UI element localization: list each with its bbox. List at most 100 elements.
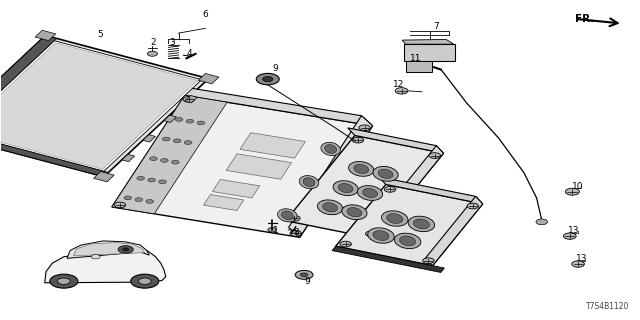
Circle shape (146, 199, 154, 203)
Circle shape (135, 198, 143, 202)
Circle shape (365, 231, 377, 237)
Polygon shape (0, 36, 209, 177)
Text: 13: 13 (575, 254, 587, 263)
Polygon shape (173, 85, 372, 126)
Text: T7S4B1120: T7S4B1120 (586, 302, 629, 311)
Text: 1: 1 (273, 226, 278, 235)
Circle shape (563, 233, 576, 239)
Circle shape (572, 261, 584, 267)
Ellipse shape (373, 166, 398, 181)
Ellipse shape (381, 211, 408, 226)
Circle shape (429, 153, 440, 158)
Polygon shape (164, 115, 177, 123)
Polygon shape (332, 246, 444, 272)
Circle shape (352, 137, 364, 143)
Circle shape (295, 270, 313, 279)
Circle shape (172, 160, 179, 164)
Polygon shape (426, 196, 483, 266)
Polygon shape (336, 184, 483, 266)
Circle shape (289, 215, 300, 221)
Ellipse shape (413, 219, 429, 229)
Ellipse shape (338, 183, 353, 193)
Polygon shape (204, 195, 244, 211)
Text: 3: 3 (170, 38, 175, 47)
Text: 13: 13 (568, 226, 579, 235)
Polygon shape (240, 133, 305, 158)
Ellipse shape (354, 164, 369, 173)
Ellipse shape (363, 188, 378, 198)
Circle shape (384, 187, 396, 192)
Ellipse shape (323, 203, 337, 212)
Polygon shape (0, 41, 202, 171)
Circle shape (163, 137, 170, 141)
Text: 9: 9 (305, 277, 310, 286)
Text: FR.: FR. (575, 14, 595, 24)
Polygon shape (212, 180, 260, 198)
Ellipse shape (394, 233, 421, 249)
Ellipse shape (399, 236, 415, 246)
Polygon shape (0, 43, 197, 169)
Polygon shape (45, 244, 166, 283)
Circle shape (359, 125, 371, 131)
Ellipse shape (321, 142, 340, 156)
Circle shape (262, 76, 273, 82)
Circle shape (256, 73, 279, 85)
Ellipse shape (347, 208, 362, 217)
Circle shape (124, 196, 132, 200)
Polygon shape (67, 241, 149, 258)
Circle shape (148, 178, 156, 182)
Text: 5: 5 (97, 30, 103, 39)
Text: 6: 6 (202, 10, 208, 19)
Polygon shape (143, 135, 156, 142)
Circle shape (159, 180, 166, 184)
Circle shape (92, 254, 100, 259)
Circle shape (150, 157, 157, 161)
Circle shape (395, 88, 408, 94)
Circle shape (422, 258, 434, 264)
Ellipse shape (378, 169, 393, 179)
Circle shape (467, 203, 479, 209)
Polygon shape (0, 36, 57, 136)
Text: 11: 11 (410, 54, 421, 63)
Ellipse shape (282, 211, 293, 220)
Ellipse shape (324, 145, 337, 153)
Ellipse shape (333, 181, 358, 196)
Ellipse shape (317, 200, 342, 215)
Ellipse shape (373, 231, 389, 240)
FancyBboxPatch shape (404, 44, 455, 61)
Ellipse shape (357, 186, 383, 200)
Polygon shape (289, 116, 372, 237)
Text: 8: 8 (293, 228, 299, 237)
Polygon shape (112, 95, 227, 214)
Circle shape (175, 117, 183, 121)
Circle shape (268, 228, 276, 232)
Circle shape (161, 158, 168, 162)
Ellipse shape (303, 178, 315, 187)
Polygon shape (0, 129, 108, 177)
Text: 12: 12 (394, 80, 404, 89)
Circle shape (290, 230, 301, 236)
Ellipse shape (387, 214, 403, 223)
Polygon shape (379, 177, 483, 204)
Polygon shape (35, 30, 56, 41)
FancyBboxPatch shape (406, 61, 431, 72)
Circle shape (137, 176, 145, 180)
Circle shape (173, 139, 181, 143)
Ellipse shape (408, 216, 435, 232)
Ellipse shape (342, 205, 367, 220)
Polygon shape (285, 135, 444, 238)
Text: 4: 4 (186, 49, 192, 58)
Circle shape (300, 273, 308, 277)
Circle shape (147, 51, 157, 56)
Polygon shape (122, 154, 134, 162)
Polygon shape (93, 172, 115, 182)
Ellipse shape (349, 162, 374, 176)
Circle shape (58, 278, 70, 284)
Circle shape (197, 121, 205, 125)
Circle shape (565, 188, 579, 195)
Circle shape (50, 274, 78, 288)
Text: 2: 2 (150, 38, 156, 47)
Circle shape (122, 248, 129, 251)
Circle shape (138, 278, 151, 284)
Text: 7: 7 (433, 22, 439, 31)
